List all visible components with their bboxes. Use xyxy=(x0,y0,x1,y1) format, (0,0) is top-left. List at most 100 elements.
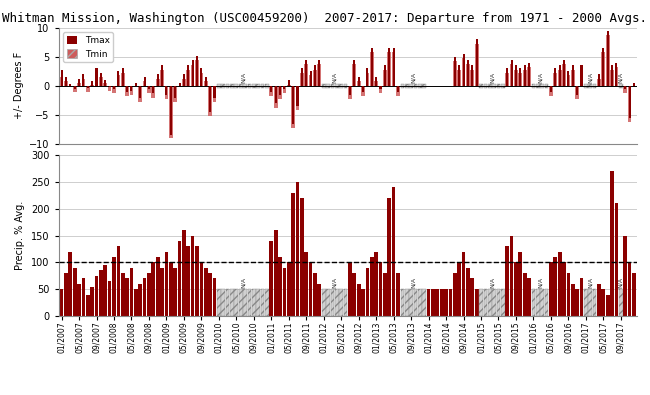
Bar xyxy=(165,86,168,95)
Bar xyxy=(109,86,111,87)
Bar xyxy=(116,246,120,316)
Bar xyxy=(400,289,404,316)
Bar xyxy=(70,84,72,86)
Bar xyxy=(405,84,409,88)
Bar xyxy=(501,289,504,316)
Bar xyxy=(610,70,614,86)
Bar xyxy=(144,77,146,86)
Bar xyxy=(73,86,75,89)
Bar xyxy=(527,278,531,316)
Bar xyxy=(73,268,77,316)
Bar xyxy=(365,73,369,86)
Bar xyxy=(558,70,562,86)
Bar xyxy=(195,60,199,86)
Bar xyxy=(479,84,483,88)
Bar xyxy=(379,86,382,93)
Bar xyxy=(169,262,173,316)
Bar xyxy=(580,70,583,86)
Bar xyxy=(540,289,544,316)
Bar xyxy=(121,73,125,86)
Bar xyxy=(348,86,352,99)
Bar xyxy=(313,273,317,316)
Bar xyxy=(554,68,556,86)
Bar xyxy=(344,289,347,316)
Bar xyxy=(458,70,461,86)
Bar xyxy=(252,289,255,316)
Bar xyxy=(208,86,212,116)
Text: N/A: N/A xyxy=(240,277,246,288)
Bar xyxy=(392,52,395,86)
Bar xyxy=(164,252,168,316)
Bar xyxy=(73,86,77,92)
Bar xyxy=(335,289,339,316)
Bar xyxy=(95,74,98,86)
Bar xyxy=(156,257,159,316)
Bar xyxy=(213,278,216,316)
Bar xyxy=(536,84,540,88)
Bar xyxy=(471,66,473,86)
Bar xyxy=(139,86,141,98)
Text: N/A: N/A xyxy=(618,277,623,288)
Bar xyxy=(205,77,207,86)
Bar xyxy=(118,71,120,86)
Bar xyxy=(174,268,177,316)
Bar xyxy=(86,86,89,88)
Bar xyxy=(243,289,247,316)
Bar xyxy=(453,61,457,86)
Bar xyxy=(291,193,295,316)
Bar xyxy=(129,268,133,316)
Bar xyxy=(601,289,605,316)
Bar xyxy=(100,73,102,86)
Bar xyxy=(131,86,133,90)
Bar xyxy=(261,289,265,316)
Bar xyxy=(511,60,513,86)
Bar xyxy=(352,64,356,86)
Bar xyxy=(615,67,618,86)
Bar xyxy=(270,241,273,316)
Bar xyxy=(501,84,504,88)
Bar xyxy=(448,289,452,316)
Text: N/A: N/A xyxy=(618,72,623,83)
Bar xyxy=(112,86,116,93)
Bar xyxy=(183,74,185,86)
Bar xyxy=(497,289,500,316)
Bar xyxy=(322,289,326,316)
Bar xyxy=(196,56,198,86)
Bar xyxy=(313,70,317,86)
Bar xyxy=(387,198,391,316)
Bar xyxy=(523,70,526,86)
Bar xyxy=(593,289,597,316)
Bar xyxy=(410,289,413,316)
Bar xyxy=(562,262,566,316)
Bar xyxy=(160,70,164,86)
Bar xyxy=(278,257,282,316)
Bar xyxy=(358,77,359,86)
Bar xyxy=(226,289,229,316)
Bar xyxy=(209,86,211,112)
Bar xyxy=(90,85,94,86)
Bar xyxy=(471,70,474,86)
Bar xyxy=(505,73,509,86)
Bar xyxy=(278,86,282,99)
Bar xyxy=(182,79,186,86)
Bar xyxy=(103,83,107,86)
Bar xyxy=(304,64,308,86)
Bar xyxy=(331,289,334,316)
Bar xyxy=(536,289,540,316)
Bar xyxy=(606,295,610,316)
Bar xyxy=(195,246,199,316)
Bar xyxy=(361,86,365,96)
Bar xyxy=(523,273,526,316)
Bar xyxy=(177,86,181,87)
Bar xyxy=(606,30,609,86)
Bar xyxy=(318,60,320,86)
Bar xyxy=(367,68,369,86)
Bar xyxy=(549,262,552,316)
Bar xyxy=(204,81,207,86)
Bar xyxy=(147,273,151,316)
Bar xyxy=(226,84,229,88)
Bar xyxy=(444,289,448,316)
Bar xyxy=(213,86,216,102)
Bar xyxy=(466,64,470,86)
Bar xyxy=(125,86,129,96)
